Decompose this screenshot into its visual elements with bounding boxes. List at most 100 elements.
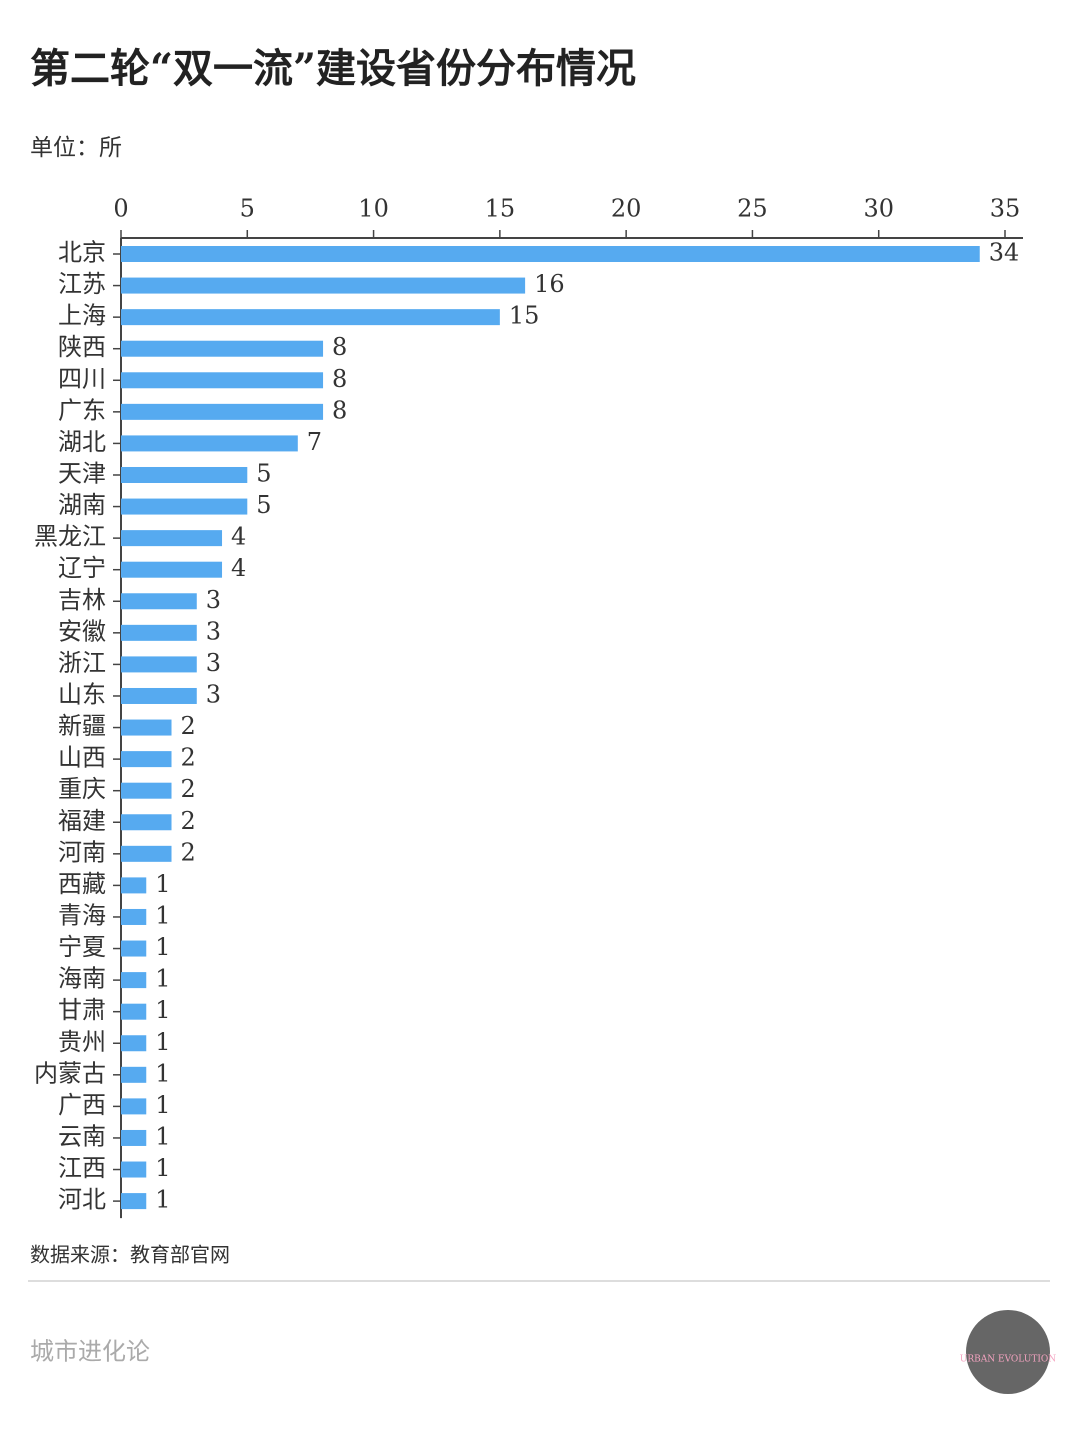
y-tick-label: 上海: [58, 302, 106, 330]
bar: [121, 1129, 147, 1146]
x-tick-label: 0: [113, 195, 128, 223]
y-tick-label: 辽宁: [58, 554, 106, 582]
y-tick-label: 黑龙江: [34, 523, 106, 551]
y-tick-label: 天津: [58, 459, 106, 487]
bar: [121, 814, 172, 831]
bar: [121, 530, 223, 547]
data-label: 1: [155, 996, 170, 1024]
x-tick-label: 5: [240, 195, 255, 223]
y-tick-label: 北京: [58, 239, 106, 267]
source: 数据来源：教育部官网: [30, 1243, 230, 1267]
data-label: 16: [534, 270, 565, 298]
y-tick-label: 吉林: [58, 586, 106, 614]
bar: [121, 687, 197, 704]
bar: [121, 277, 526, 294]
bar: [121, 435, 298, 452]
bar: [121, 624, 197, 641]
bar: [121, 1098, 147, 1115]
bar: [121, 309, 500, 326]
data-label: 8: [332, 396, 347, 424]
data-label: 1: [155, 1059, 170, 1087]
bar: [121, 751, 172, 768]
y-tick-label: 山东: [58, 680, 106, 708]
data-label: 3: [206, 680, 221, 708]
logo: [966, 1310, 1050, 1394]
y-tick-label: 湖南: [58, 491, 106, 519]
footer: 城市进化论: [30, 1338, 150, 1366]
y-tick-label: 海南: [58, 965, 106, 993]
bar: [121, 877, 147, 894]
data-label: 8: [332, 365, 347, 393]
y-tick-label: 云南: [58, 1122, 106, 1150]
y-tick-label: 广西: [58, 1091, 106, 1119]
data-label: 4: [231, 523, 246, 551]
data-label: 2: [181, 712, 196, 740]
data-label: 1: [155, 1028, 170, 1056]
x-tick-label: 30: [863, 195, 894, 223]
y-tick-label: 河南: [58, 838, 106, 866]
bar: [121, 340, 324, 357]
data-label: 1: [155, 901, 170, 929]
y-tick-label: 重庆: [58, 775, 106, 803]
bar: [121, 1161, 147, 1178]
y-tick-label: 宁夏: [58, 933, 106, 961]
data-label: 3: [206, 617, 221, 645]
bar: [121, 1193, 147, 1210]
y-tick-label: 河北: [58, 1186, 106, 1214]
bar: [121, 782, 172, 799]
bar: [121, 719, 172, 736]
logo-text: URBAN EVOLUTION: [960, 1355, 1057, 1365]
y-tick-label: 山西: [58, 744, 106, 772]
data-label: 2: [181, 807, 196, 835]
bar: [121, 246, 980, 262]
data-label: 2: [181, 775, 196, 803]
y-tick-label: 江西: [58, 1154, 106, 1182]
chart-title: 第二轮“双一流”建设省份分布情况: [30, 45, 636, 92]
y-tick-label: 西藏: [58, 870, 106, 898]
bar: [121, 908, 147, 925]
y-tick-label: 内蒙古: [34, 1059, 106, 1087]
data-label: 1: [155, 933, 170, 961]
data-label: 1: [155, 870, 170, 898]
bar: [121, 372, 324, 389]
x-tick-label: 20: [611, 195, 642, 223]
x-tick-label: 35: [990, 195, 1021, 223]
bar: [121, 656, 197, 673]
bar: [121, 593, 197, 610]
data-label: 7: [307, 428, 322, 456]
y-tick-label: 福建: [58, 807, 106, 835]
data-label: 1: [155, 1122, 170, 1150]
bar: [121, 845, 172, 862]
bar: [121, 1035, 147, 1052]
y-tick-label: 贵州: [58, 1028, 106, 1056]
bar: [121, 498, 248, 515]
subtitle: 单位：所: [30, 135, 122, 161]
bar: [121, 466, 248, 483]
y-tick-label: 广东: [58, 396, 106, 424]
bar: [121, 403, 324, 420]
bar: [121, 972, 147, 989]
bar: [121, 940, 147, 957]
data-label: 1: [155, 1091, 170, 1119]
data-label: 3: [206, 649, 221, 677]
x-tick-label: 10: [358, 195, 389, 223]
bar: [121, 1003, 147, 1020]
data-label: 1: [155, 965, 170, 993]
y-tick-label: 浙江: [58, 649, 106, 677]
data-label: 5: [256, 491, 271, 519]
data-label: 15: [509, 302, 540, 330]
y-tick-label: 青海: [58, 901, 106, 929]
y-tick-label: 四川: [58, 365, 106, 393]
bar: [121, 561, 223, 578]
y-tick-label: 安徽: [58, 617, 106, 645]
data-label: 3: [206, 586, 221, 614]
bar: [121, 1066, 147, 1083]
y-tick-label: 江苏: [58, 270, 106, 298]
y-tick-label: 新疆: [58, 712, 106, 740]
data-label: 4: [231, 554, 246, 582]
y-tick-label: 湖北: [58, 428, 106, 456]
data-label: 1: [155, 1154, 170, 1182]
